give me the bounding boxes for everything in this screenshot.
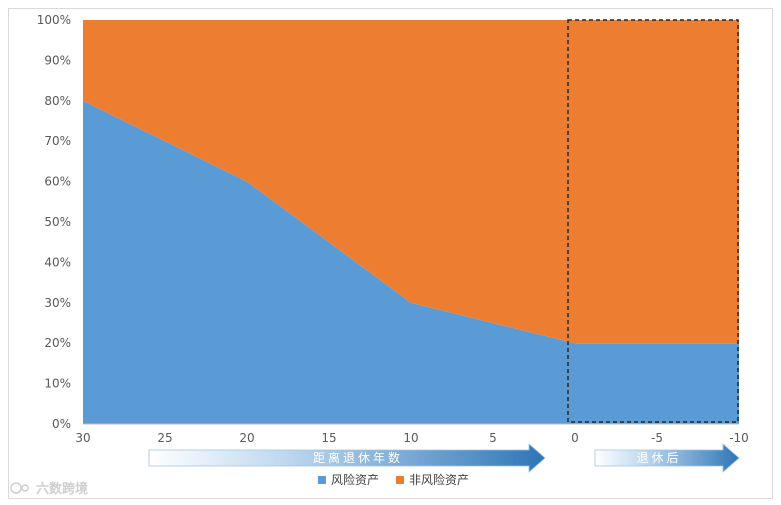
highlight-layer — [567, 19, 739, 423]
y-tick-label: 100% — [37, 13, 71, 27]
y-tick-label: 30% — [44, 296, 71, 310]
watermark-text: 六数跨境 — [36, 481, 88, 497]
annotation-label-1: 距离退休年数 — [313, 450, 403, 465]
area-series-2 — [83, 20, 739, 344]
x-tick-label: 20 — [239, 431, 254, 445]
y-tick-label: 0% — [52, 417, 71, 431]
y-tick-label: 40% — [44, 255, 71, 269]
annotation-label-2: 退休后 — [636, 451, 681, 465]
x-tick-label: 25 — [157, 431, 172, 445]
watermark: 六数跨境 — [10, 481, 88, 497]
y-tick-label: 60% — [44, 175, 71, 189]
area-layer — [83, 20, 739, 425]
y-tick-label: 80% — [44, 94, 71, 108]
retirement-highlight-box — [567, 19, 739, 423]
legend-swatch-1 — [318, 476, 326, 484]
annotation-arrow-1 — [148, 443, 546, 473]
y-tick-label: 20% — [44, 336, 71, 350]
legend-label-1: 风险资产 — [331, 472, 379, 487]
watermark-logo-icon — [10, 482, 29, 494]
x-tick-label: 0 — [571, 431, 579, 445]
axis-layer: 0% 10% 20% 30% 40% 50% 60% 70% 80% 90% 100% 30 25 20 1… — [37, 13, 749, 445]
legend: 风险资产 非风险资产 — [318, 472, 469, 487]
x-tick-label: 15 — [321, 431, 336, 445]
x-tick-label: -5 — [651, 431, 663, 445]
annotation-arrow-2 — [594, 443, 740, 473]
x-tick-label: 5 — [489, 431, 497, 445]
x-tick-label: 10 — [403, 431, 418, 445]
x-tick-label: 30 — [75, 431, 90, 445]
x-tick-label: -10 — [729, 431, 749, 445]
y-tick-label: 70% — [44, 134, 71, 148]
legend-swatch-2 — [396, 476, 404, 484]
chart-frame — [8, 8, 773, 499]
y-tick-label: 10% — [44, 377, 71, 391]
y-tick-label: 90% — [44, 53, 71, 67]
y-tick-label: 50% — [44, 215, 71, 229]
legend-label-2: 非风险资产 — [409, 472, 469, 487]
arrow-layer: 距离退休年数 退休后 — [148, 443, 740, 473]
